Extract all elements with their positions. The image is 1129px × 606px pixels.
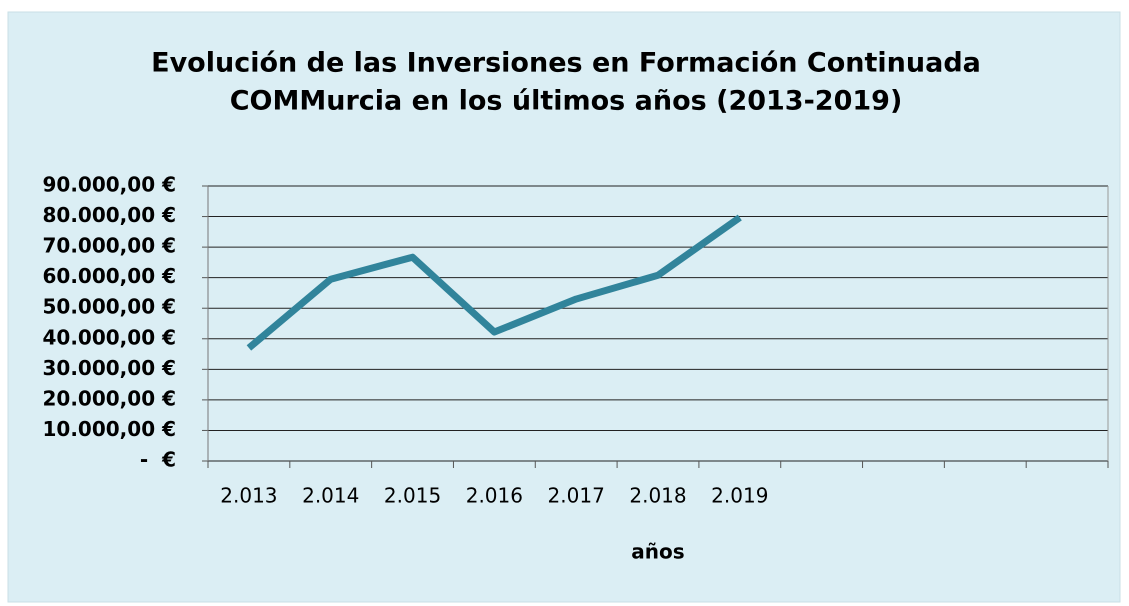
y-tick-label: 80.000,00 €: [43, 203, 177, 227]
chart-title: Evolución de las Inversiones en Formació…: [151, 48, 981, 79]
y-tick-label: 50.000,00 €: [43, 295, 177, 319]
y-tick-label: 20.000,00 €: [43, 386, 177, 410]
chart-title: COMMurcia en los últimos años (2013-2019…: [230, 86, 903, 117]
y-tick-label: 10.000,00 €: [43, 417, 177, 441]
x-tick-label: 2.019: [711, 484, 768, 508]
x-tick-label: 2.016: [466, 484, 523, 508]
line-series: [246, 214, 742, 351]
x-tick-label: 2.018: [629, 484, 686, 508]
y-tick-label: 70.000,00 €: [43, 234, 177, 258]
x-tick-label: 2.017: [548, 484, 605, 508]
y-tick-label: 60.000,00 €: [43, 264, 177, 288]
y-tick-label: 90.000,00 €: [43, 173, 177, 197]
y-tick-label: 30.000,00 €: [43, 356, 177, 380]
x-tick-label: 2.013: [220, 484, 277, 508]
x-tick-label: 2.014: [302, 484, 359, 508]
y-tick-label: 40.000,00 €: [43, 325, 177, 349]
y-tick-label: - €: [140, 448, 176, 472]
x-axis-label: años: [631, 540, 684, 564]
x-tick-label: 2.015: [384, 484, 441, 508]
